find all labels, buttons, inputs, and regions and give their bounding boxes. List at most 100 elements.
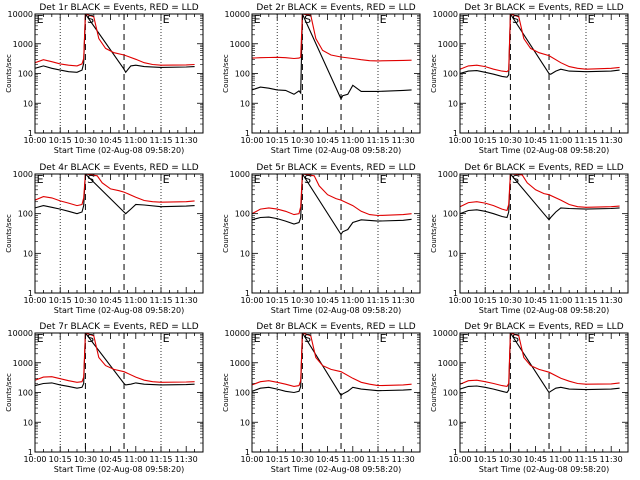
y-tick-label: 1000 xyxy=(230,170,250,179)
x-tick-label: 10:15 xyxy=(266,455,289,464)
y-tick-label: 100 xyxy=(235,70,250,79)
y-tick-label: 1000 xyxy=(13,40,33,49)
x-tick-label: 11:00 xyxy=(124,296,147,305)
plot-frame xyxy=(251,173,421,294)
lld-series-line xyxy=(460,14,620,73)
event-marker-label: S xyxy=(304,332,311,345)
y-tick-label: 100 xyxy=(235,389,250,398)
y-tick-label: 100 xyxy=(443,210,458,219)
x-tick-label: 10:00 xyxy=(23,455,46,464)
plot-frame xyxy=(34,332,204,453)
event-marker-label: E xyxy=(462,13,469,26)
x-tick-label: 11:30 xyxy=(175,136,198,145)
x-tick-label: 10:00 xyxy=(448,296,471,305)
y-axis-label: Counts/sec xyxy=(430,373,438,412)
y-axis-label: Counts/sec xyxy=(5,214,13,253)
y-axis-label: Counts/sec xyxy=(222,373,230,412)
y-tick-label: 100 xyxy=(18,210,33,219)
x-tick-label: 11:15 xyxy=(574,136,597,145)
x-tick-label: 10:15 xyxy=(49,136,72,145)
detector-plot-9: 1 10 100 1000 10000 10:00 10:15 10:30 10:45 11:00… xyxy=(430,322,629,474)
detector-plot-4: 1 10 100 1000 10:00 10:15 10:30 10:45 11:00 11:15… xyxy=(5,163,204,315)
y-tick-label: 100 xyxy=(235,210,250,219)
detector-plot-6: 1 10 100 1000 10:00 10:15 10:30 10:45 11:00 11:15… xyxy=(430,163,629,315)
x-tick-label: 11:30 xyxy=(600,455,623,464)
y-tick-label: 1 xyxy=(453,289,458,298)
event-marker-label: E xyxy=(380,173,387,186)
lld-series-line xyxy=(460,333,620,388)
lld-series-line xyxy=(35,333,195,383)
x-tick-label: 11:30 xyxy=(175,296,198,305)
events-series-line xyxy=(460,14,620,78)
lld-series-line xyxy=(460,174,620,212)
y-tick-label: 10 xyxy=(23,99,33,108)
y-tick-label: 100 xyxy=(443,389,458,398)
event-marker-label: E xyxy=(380,13,387,26)
x-tick-label: 10:30 xyxy=(291,455,314,464)
y-tick-label: 10000 xyxy=(225,329,250,338)
x-tick-label: 11:00 xyxy=(124,455,147,464)
y-tick-label: 1000 xyxy=(230,40,250,49)
x-tick-label: 10:00 xyxy=(448,455,471,464)
events-series-line xyxy=(252,333,412,397)
plot-title: Det 8r BLACK = Events, RED = LLD xyxy=(256,322,415,332)
x-tick-label: 10:15 xyxy=(474,296,497,305)
x-tick-label: 11:15 xyxy=(149,455,172,464)
x-tick-label: 11:00 xyxy=(341,296,364,305)
x-tick-label: 11:15 xyxy=(574,455,597,464)
events-series-line xyxy=(35,333,195,389)
lld-series-line xyxy=(252,174,412,217)
x-axis-label: Start Time (02-Aug-08 09:58:20) xyxy=(271,146,402,155)
plot-title: Det 4r BLACK = Events, RED = LLD xyxy=(39,163,198,173)
plot-title: Det 9r BLACK = Events, RED = LLD xyxy=(464,322,623,332)
y-tick-label: 1 xyxy=(245,129,250,138)
event-marker-label: S xyxy=(304,13,311,26)
events-series-line xyxy=(35,174,195,215)
y-tick-label: 10000 xyxy=(8,329,33,338)
y-axis-label: Counts/sec xyxy=(222,214,230,253)
event-marker-label: E xyxy=(588,13,595,26)
event-marker-label: S xyxy=(512,13,519,26)
plot-frame xyxy=(251,332,421,453)
y-tick-label: 1 xyxy=(245,289,250,298)
x-tick-label: 11:15 xyxy=(366,296,389,305)
y-tick-label: 100 xyxy=(18,70,33,79)
y-tick-label: 1000 xyxy=(13,359,33,368)
x-tick-label: 11:00 xyxy=(549,136,572,145)
lld-series-line xyxy=(35,174,195,207)
x-tick-label: 10:45 xyxy=(99,455,122,464)
x-tick-label: 10:00 xyxy=(23,296,46,305)
event-marker-label: E xyxy=(37,173,44,186)
event-marker-label: E xyxy=(462,332,469,345)
plot-frame xyxy=(459,173,629,294)
plot-title: Det 5r BLACK = Events, RED = LLD xyxy=(256,163,415,173)
y-tick-label: 10 xyxy=(240,418,250,427)
y-tick-label: 10000 xyxy=(433,329,458,338)
x-tick-label: 11:00 xyxy=(124,136,147,145)
x-tick-label: 11:30 xyxy=(392,455,415,464)
y-tick-label: 1 xyxy=(245,448,250,457)
y-tick-label: 1 xyxy=(453,448,458,457)
event-marker-label: S xyxy=(87,13,94,26)
y-tick-label: 100 xyxy=(443,70,458,79)
event-marker-label: E xyxy=(37,332,44,345)
x-tick-label: 10:45 xyxy=(316,455,339,464)
detector-plot-2: 1 10 100 1000 10000 10:00 10:15 10:30 10:45 11:00… xyxy=(222,3,421,155)
x-tick-label: 11:15 xyxy=(366,455,389,464)
detector-plot-7: 1 10 100 1000 10000 10:00 10:15 10:30 10:45 11:00… xyxy=(5,322,204,474)
y-tick-label: 1000 xyxy=(230,359,250,368)
y-tick-label: 1 xyxy=(28,129,33,138)
y-tick-label: 1000 xyxy=(438,359,458,368)
events-series-line xyxy=(252,174,412,236)
y-tick-label: 10 xyxy=(448,418,458,427)
lld-series-line xyxy=(252,14,412,62)
detector-plot-5: 1 10 100 1000 10:00 10:15 10:30 10:45 11:00 11:15… xyxy=(222,163,421,315)
plot-title: Det 6r BLACK = Events, RED = LLD xyxy=(464,163,623,173)
y-axis-label: Counts/sec xyxy=(222,54,230,93)
x-tick-label: 11:30 xyxy=(175,455,198,464)
y-tick-label: 100 xyxy=(18,389,33,398)
x-tick-label: 11:00 xyxy=(549,455,572,464)
event-marker-label: E xyxy=(254,332,261,345)
x-tick-label: 11:30 xyxy=(392,296,415,305)
x-tick-label: 10:00 xyxy=(240,455,263,464)
